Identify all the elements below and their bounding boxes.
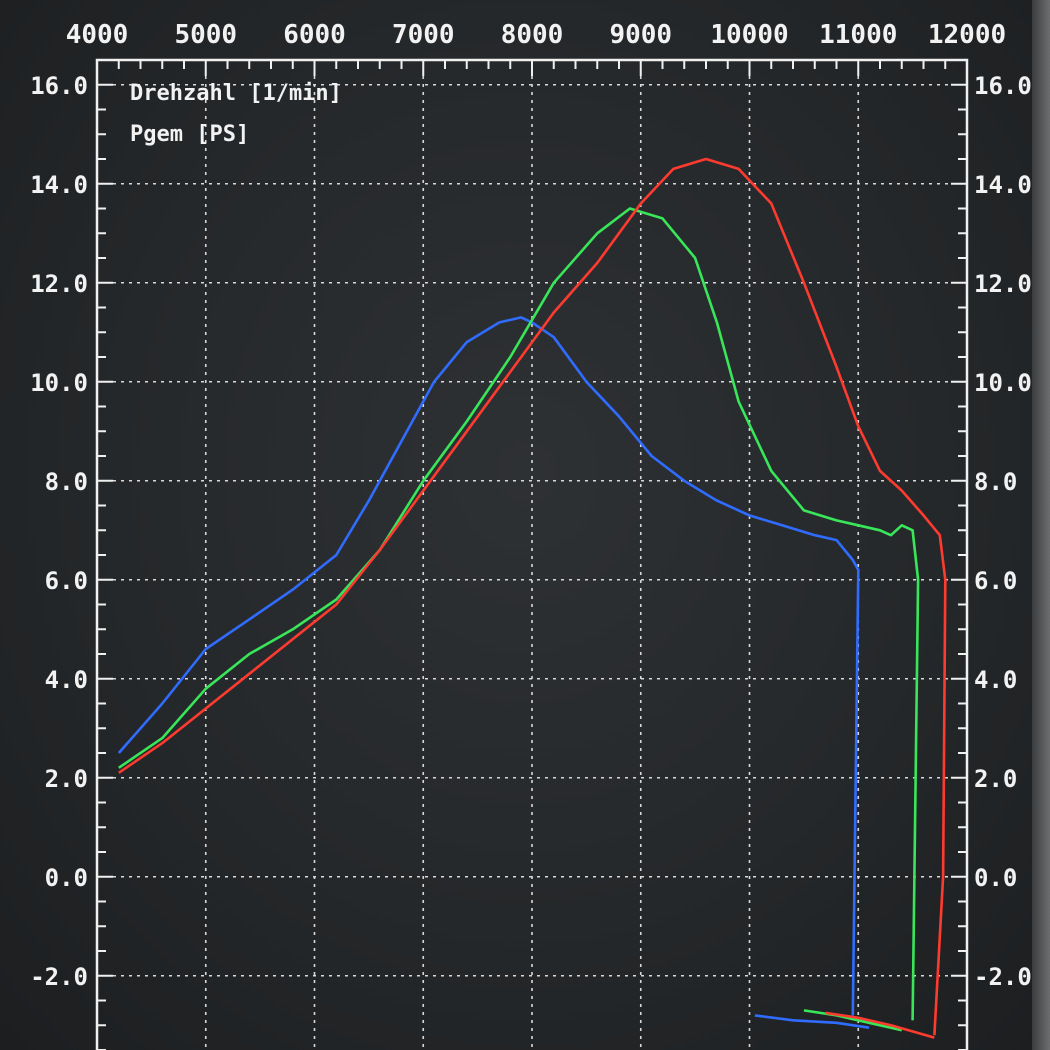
x-tick-label: 9000 [609, 20, 672, 50]
x-axis-ticks: 4000 5000 6000 7000 8000 9000 10000 11000 12000 [66, 20, 1006, 50]
y-tick-label-right: 8.0 [974, 468, 1017, 496]
y-tick-label-left: 8.0 [45, 468, 88, 496]
y-tick-label-left: 0.0 [45, 864, 88, 892]
y-tick-label-right: 6.0 [974, 567, 1017, 595]
y-tick-label-left: 14.0 [30, 171, 88, 199]
y-tick-label-left: 4.0 [45, 666, 88, 694]
x-tick-label: 12000 [928, 20, 1006, 50]
legend-item-power: Pgem [PS] [130, 122, 249, 147]
y-axis-left-ticks: 16.0 14.0 12.0 10.0 8.0 6.0 4.0 2.0 0.0 -2.0 [30, 72, 88, 991]
x-tick-label: 6000 [283, 20, 346, 50]
x-tick-label: 8000 [501, 20, 564, 50]
series-line-red [118, 157, 947, 1036]
y-tick-label-left: 6.0 [45, 567, 88, 595]
y-tick-label-left: 12.0 [30, 270, 88, 298]
legend-item-rpm: Drehzahl [1/min] [130, 81, 342, 106]
y-tick-label-left: -2.0 [30, 963, 88, 991]
y-tick-label-right: 4.0 [974, 666, 1017, 694]
y-tick-label-right: 0.0 [974, 864, 1017, 892]
x-tick-label: 4000 [66, 20, 129, 50]
y-tick-label-right: 10.0 [974, 369, 1032, 397]
y-tick-label-right: -2.0 [974, 963, 1032, 991]
y-axis-right-ticks: 16.0 14.0 12.0 10.0 8.0 6.0 4.0 2.0 0.0 -2.0 [974, 72, 1032, 991]
y-tick-label-right: 12.0 [974, 270, 1032, 298]
y-tick-label-right: 2.0 [974, 765, 1017, 793]
y-tick-label-left: 10.0 [30, 369, 88, 397]
x-tick-label: 10000 [710, 20, 788, 50]
series-tail-line [754, 1014, 870, 1029]
grid [97, 60, 967, 1050]
series-group [117, 157, 947, 1039]
x-tick-label: 7000 [392, 20, 455, 50]
legend: Drehzahl [1/min] Pgem [PS] [130, 81, 342, 147]
series-line-green [118, 207, 920, 1021]
y-tick-label-left: 2.0 [45, 765, 88, 793]
series-tail-line [825, 1011, 935, 1039]
x-tick-label: 5000 [174, 20, 237, 50]
y-tick-label-left: 16.0 [30, 72, 88, 100]
series-line-blue [117, 316, 860, 1016]
series-tail-line [803, 1009, 903, 1032]
x-tick-label: 11000 [819, 20, 897, 50]
y-tick-label-right: 16.0 [974, 72, 1032, 100]
plot-frame [95, 58, 969, 1050]
monitor-bezel [1032, 0, 1050, 1050]
y-tick-label-right: 14.0 [974, 171, 1032, 199]
